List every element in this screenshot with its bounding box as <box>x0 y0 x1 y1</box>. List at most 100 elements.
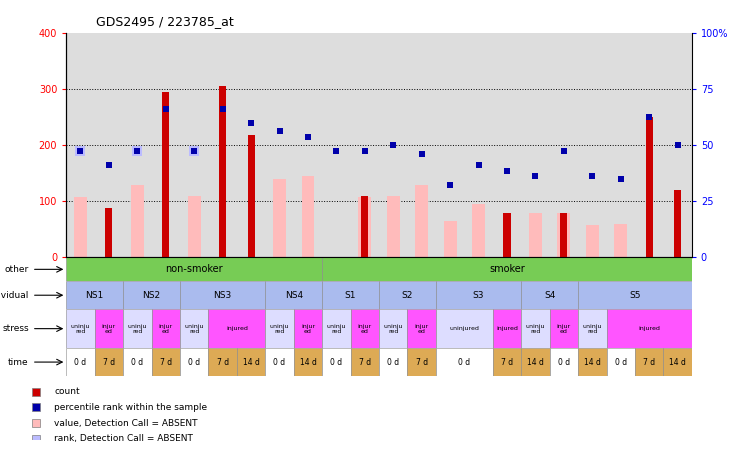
Bar <box>379 281 436 309</box>
Bar <box>265 348 294 376</box>
Text: uninju
red: uninju red <box>185 324 204 334</box>
Bar <box>123 348 152 376</box>
Bar <box>350 348 379 376</box>
Bar <box>131 184 144 257</box>
Text: other: other <box>4 265 29 274</box>
Bar <box>444 221 456 257</box>
Bar <box>273 179 286 257</box>
Text: injured: injured <box>638 326 660 331</box>
Bar <box>322 348 350 376</box>
Bar <box>66 281 123 309</box>
Text: injured: injured <box>226 326 248 331</box>
Bar <box>265 309 294 348</box>
Bar <box>208 348 237 376</box>
Bar <box>361 196 369 257</box>
Text: uninju
red: uninju red <box>71 324 91 334</box>
Text: GDS2495 / 223785_at: GDS2495 / 223785_at <box>96 16 233 28</box>
Bar <box>66 257 322 281</box>
Bar <box>415 184 428 257</box>
Bar <box>550 348 578 376</box>
Text: 7 d: 7 d <box>216 357 229 366</box>
Text: NS4: NS4 <box>285 291 302 300</box>
Bar <box>529 213 542 257</box>
Text: injur
ed: injur ed <box>159 324 173 334</box>
Text: 14 d: 14 d <box>300 357 316 366</box>
Bar <box>379 348 408 376</box>
Bar <box>521 309 550 348</box>
Text: non-smoker: non-smoker <box>166 264 223 274</box>
Bar <box>663 348 692 376</box>
Text: NS2: NS2 <box>143 291 160 300</box>
Text: 7 d: 7 d <box>358 357 371 366</box>
Text: uninju
red: uninju red <box>327 324 346 334</box>
Text: 7 d: 7 d <box>103 357 115 366</box>
Bar <box>578 309 606 348</box>
Bar <box>208 309 265 348</box>
Bar <box>66 309 95 348</box>
Bar <box>162 92 169 257</box>
Text: 7 d: 7 d <box>416 357 428 366</box>
Bar <box>615 224 627 257</box>
Bar <box>294 309 322 348</box>
Bar <box>95 309 123 348</box>
Bar <box>123 309 152 348</box>
Text: 14 d: 14 d <box>669 357 686 366</box>
Bar <box>674 190 682 257</box>
Text: 14 d: 14 d <box>527 357 544 366</box>
Text: S2: S2 <box>402 291 413 300</box>
Bar <box>180 309 208 348</box>
Bar <box>247 135 255 257</box>
Bar <box>473 204 485 257</box>
Text: injur
ed: injur ed <box>301 324 315 334</box>
Text: 7 d: 7 d <box>501 357 513 366</box>
Text: 14 d: 14 d <box>584 357 601 366</box>
Text: injur
ed: injur ed <box>414 324 429 334</box>
Bar <box>74 197 87 257</box>
Bar <box>521 348 550 376</box>
Text: injured: injured <box>496 326 518 331</box>
Bar <box>503 213 511 257</box>
Text: uninju
red: uninju red <box>526 324 545 334</box>
Bar <box>560 213 567 257</box>
Bar <box>180 348 208 376</box>
Bar <box>152 348 180 376</box>
Text: S5: S5 <box>629 291 641 300</box>
Bar <box>557 213 570 257</box>
Bar <box>152 309 180 348</box>
Text: S4: S4 <box>544 291 556 300</box>
Text: injur
ed: injur ed <box>102 324 116 334</box>
Text: 0 d: 0 d <box>188 357 200 366</box>
Bar <box>578 281 692 309</box>
Text: injur
ed: injur ed <box>358 324 372 334</box>
Text: percentile rank within the sample: percentile rank within the sample <box>54 403 208 412</box>
Text: uninju
red: uninju red <box>127 324 147 334</box>
Bar <box>436 309 493 348</box>
Text: NS3: NS3 <box>213 291 232 300</box>
Text: 0 d: 0 d <box>330 357 342 366</box>
Bar <box>322 281 379 309</box>
Text: individual: individual <box>0 291 29 300</box>
Text: 0 d: 0 d <box>459 357 470 366</box>
Text: time: time <box>8 357 29 366</box>
Bar <box>436 348 493 376</box>
Bar <box>180 281 265 309</box>
Bar <box>645 117 653 257</box>
Bar <box>493 309 521 348</box>
Text: 0 d: 0 d <box>615 357 627 366</box>
Bar <box>322 309 350 348</box>
Bar <box>606 309 692 348</box>
Bar <box>302 176 314 257</box>
Bar <box>237 348 265 376</box>
Bar <box>521 281 578 309</box>
Text: uninju
red: uninju red <box>270 324 289 334</box>
Bar <box>358 197 371 257</box>
Bar <box>66 348 95 376</box>
Text: S3: S3 <box>473 291 484 300</box>
Text: value, Detection Call = ABSENT: value, Detection Call = ABSENT <box>54 419 198 428</box>
Bar <box>322 257 692 281</box>
Text: 0 d: 0 d <box>74 357 87 366</box>
Text: 7 d: 7 d <box>160 357 171 366</box>
Bar <box>123 281 180 309</box>
Bar <box>219 86 226 257</box>
Bar <box>550 309 578 348</box>
